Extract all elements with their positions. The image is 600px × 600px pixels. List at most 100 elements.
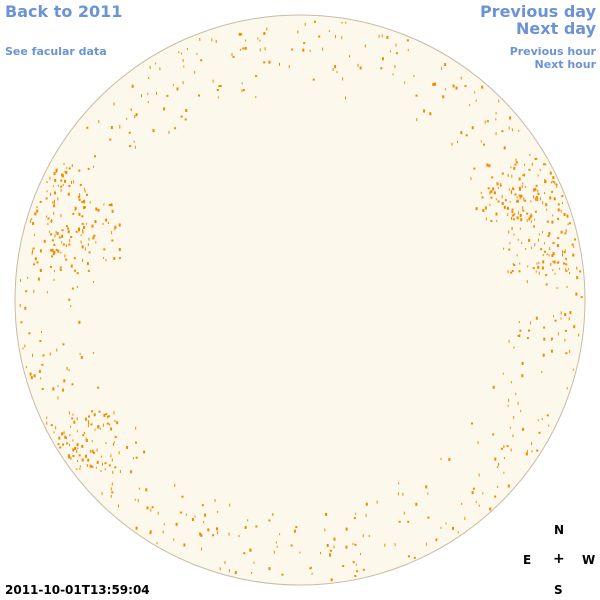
facula-speck (511, 174, 513, 178)
facula-speck (354, 575, 357, 577)
facula-speck (46, 190, 48, 193)
facula-speck (279, 533, 281, 536)
facula-speck (172, 84, 174, 87)
facula-speck (354, 543, 357, 546)
facula-speck (56, 348, 58, 352)
facula-speck (540, 248, 543, 251)
facula-speck (483, 143, 485, 146)
previous-day-link[interactable]: Previous day (479, 2, 596, 21)
facula-speck (69, 239, 71, 243)
facula-speck (67, 230, 70, 234)
facula-speck (182, 59, 184, 62)
facula-speck (564, 268, 566, 271)
facula-speck (157, 511, 159, 515)
facula-speck (71, 417, 74, 420)
facula-speck (102, 222, 104, 225)
facula-speck (448, 458, 451, 461)
facula-speck (76, 272, 79, 275)
facula-speck (83, 226, 86, 229)
facula-speck (496, 182, 499, 186)
back-to-year-link[interactable]: Back to 2011 (5, 2, 123, 21)
facula-speck (565, 257, 567, 260)
facula-speck (565, 263, 568, 266)
facula-speck (567, 223, 569, 226)
facula-speck (531, 442, 533, 446)
facula-speck (70, 425, 72, 428)
facula-speck (76, 468, 78, 471)
facula-speck (216, 527, 218, 531)
facula-speck (394, 543, 396, 547)
facula-speck (328, 30, 330, 33)
facula-speck (46, 416, 48, 419)
facula-speck (257, 37, 259, 40)
facula-speck (199, 532, 202, 536)
see-facular-data-link[interactable]: See facular data (5, 45, 107, 58)
facula-speck (181, 52, 183, 55)
compass-south-label: S (554, 583, 563, 597)
facula-speck (52, 185, 54, 188)
facula-speck (572, 253, 575, 257)
facula-speck (152, 129, 155, 133)
facula-speck (57, 197, 59, 201)
facula-speck (538, 233, 540, 236)
facula-speck (98, 410, 101, 413)
facula-speck (84, 190, 86, 193)
facula-speck (515, 393, 517, 395)
facula-speck (574, 238, 577, 241)
solar-disk (14, 14, 586, 586)
facula-speck (50, 220, 53, 223)
facula-speck (64, 179, 66, 183)
facula-speck (359, 66, 362, 70)
facula-speck (368, 535, 370, 537)
facula-speck (475, 500, 477, 503)
facula-speck (104, 462, 107, 465)
facula-speck (37, 277, 40, 281)
facula-speck (546, 253, 548, 256)
facula-speck (516, 196, 518, 199)
next-hour-link[interactable]: Next hour (534, 58, 597, 71)
facula-speck (186, 48, 188, 50)
facula-speck (519, 262, 521, 265)
facula-speck (487, 187, 490, 190)
facula-speck (110, 494, 112, 498)
previous-hour-link[interactable]: Previous hour (509, 45, 596, 58)
facula-speck (535, 270, 537, 273)
facula-speck (517, 211, 519, 215)
facula-speck (489, 203, 491, 206)
facula-speck (105, 442, 107, 444)
facula-speck (39, 340, 42, 342)
compass-east-label: E (523, 553, 532, 567)
facula-speck (194, 70, 196, 74)
facula-speck (82, 230, 84, 234)
facula-speck (545, 203, 548, 207)
facula-speck (30, 218, 32, 221)
facula-speck (216, 89, 219, 91)
facula-speck (533, 188, 536, 192)
facula-speck (522, 174, 525, 177)
facula-speck (77, 460, 78, 462)
next-day-link[interactable]: Next day (516, 19, 596, 38)
facula-speck (185, 513, 187, 516)
facula-speck (494, 495, 497, 498)
facula-speck (60, 185, 63, 188)
facula-speck (568, 222, 571, 225)
facula-speck (509, 200, 511, 203)
facula-speck (114, 435, 117, 438)
facula-speck (297, 30, 299, 34)
facula-speck (110, 487, 112, 491)
facula-speck (290, 544, 293, 547)
facula-speck (19, 304, 21, 308)
facula-speck (499, 184, 502, 187)
facula-speck (501, 195, 503, 199)
facula-speck (46, 291, 48, 294)
facula-speck (541, 266, 544, 270)
facula-speck (232, 55, 235, 58)
facula-speck (362, 568, 365, 571)
facula-speck (184, 118, 187, 121)
facula-speck (503, 205, 506, 209)
facula-speck (46, 421, 48, 425)
facula-speck (531, 214, 533, 217)
facula-speck (576, 276, 579, 280)
facula-speck (74, 269, 76, 272)
facula-speck (60, 179, 63, 182)
